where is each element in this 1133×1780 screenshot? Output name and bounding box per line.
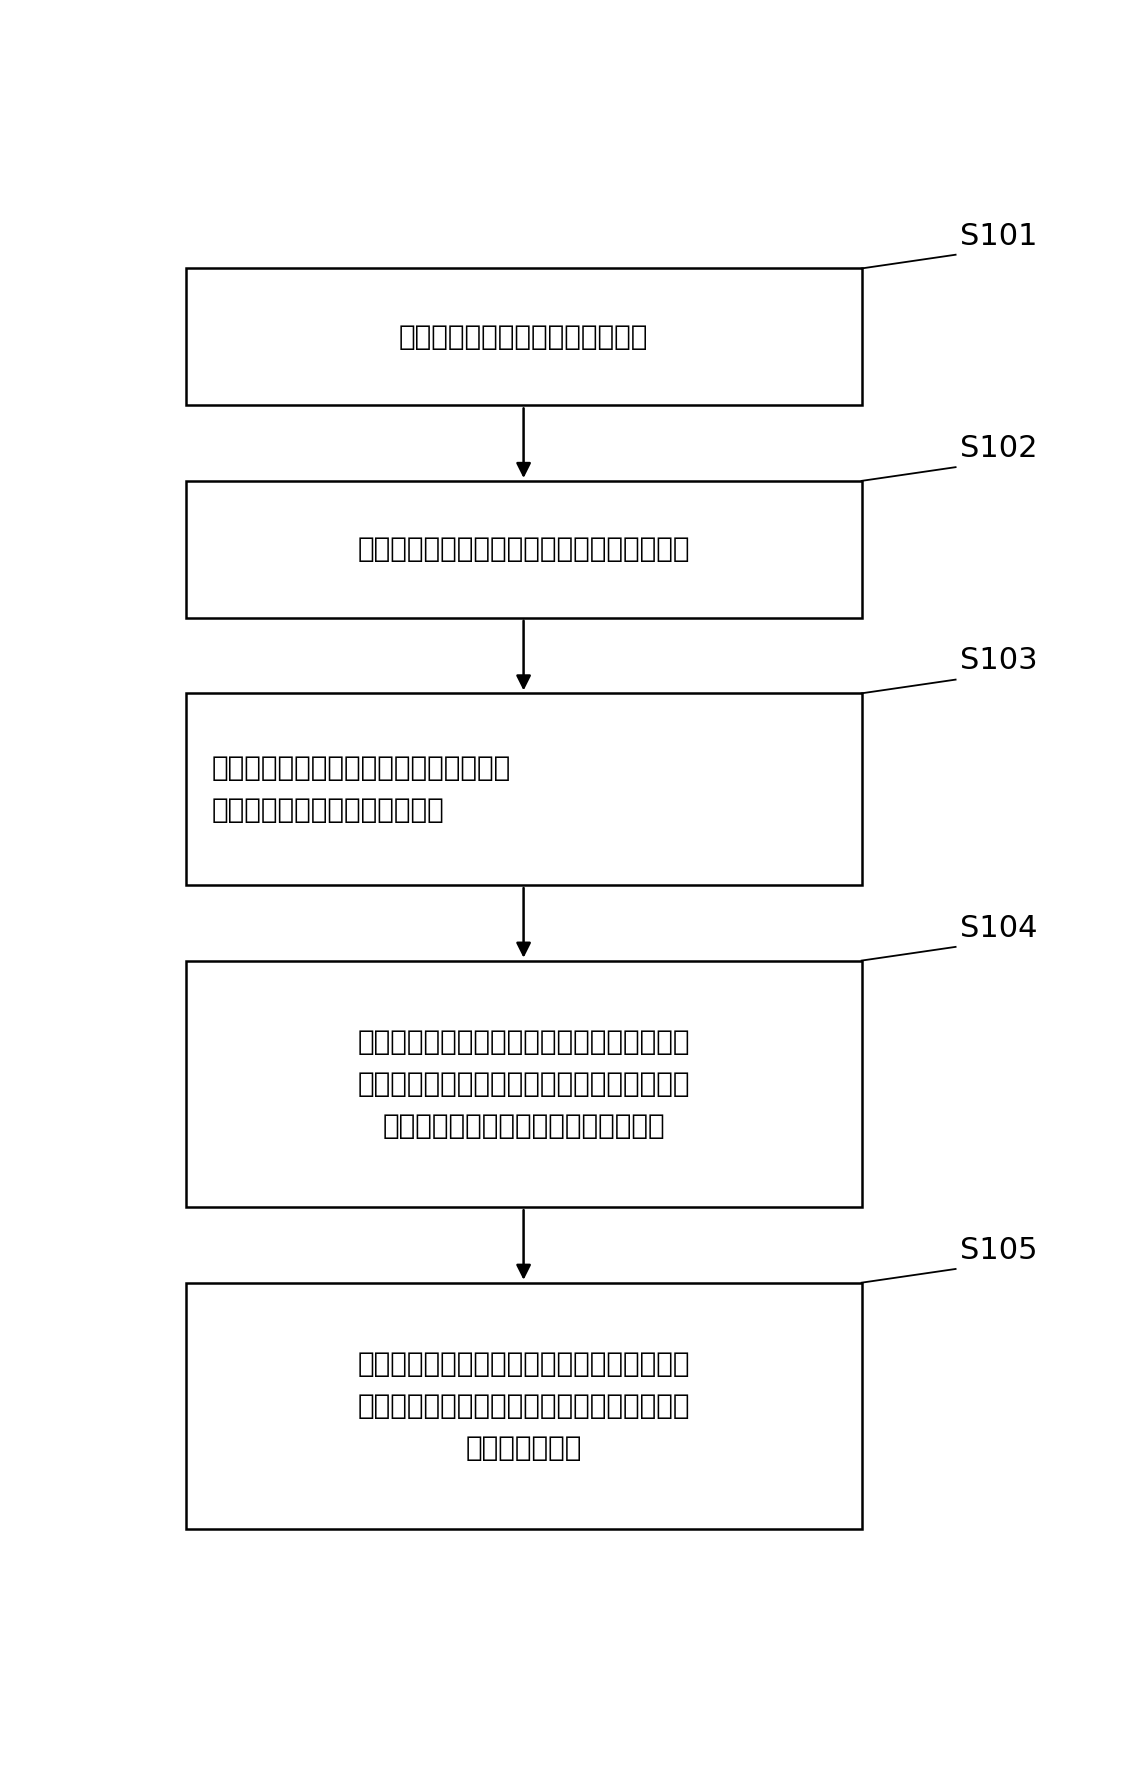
Text: 利用血流动力学监测通道获取血流动力学信息: 利用血流动力学监测通道获取血流动力学信息	[357, 536, 690, 564]
Bar	[186, 692, 862, 885]
Text: S103: S103	[960, 646, 1038, 675]
Bar	[186, 1283, 862, 1529]
Text: 通过心电图监测电极获取心电信号: 通过心电图监测电极获取心电信号	[399, 322, 648, 351]
Text: S104: S104	[960, 913, 1038, 943]
Text: 通过所述控制系统根据所述心电信号和血流动
力学信息进行判断，在得出发生室性心律失常
时，下发除颤指令以主动启动除颤流程: 通过所述控制系统根据所述心电信号和血流动 力学信息进行判断，在得出发生室性心律失…	[357, 1027, 690, 1141]
Text: 由信号采集与输出模块将所述心电信号和
血流动力学信息传送至控制系统: 由信号采集与输出模块将所述心电信号和 血流动力学信息传送至控制系统	[212, 755, 511, 824]
Bar	[186, 481, 862, 618]
Text: S102: S102	[960, 434, 1038, 463]
Bar	[186, 961, 862, 1207]
Text: S105: S105	[960, 1235, 1038, 1266]
Text: S101: S101	[960, 221, 1038, 251]
Bar	[186, 269, 862, 406]
Text: 利用体外除颤电极贴片通过所述信号采集与输
出模块接收所述控制系统的除颤指令并进行自
动体外除颤治疗: 利用体外除颤电极贴片通过所述信号采集与输 出模块接收所述控制系统的除颤指令并进行…	[357, 1349, 690, 1463]
